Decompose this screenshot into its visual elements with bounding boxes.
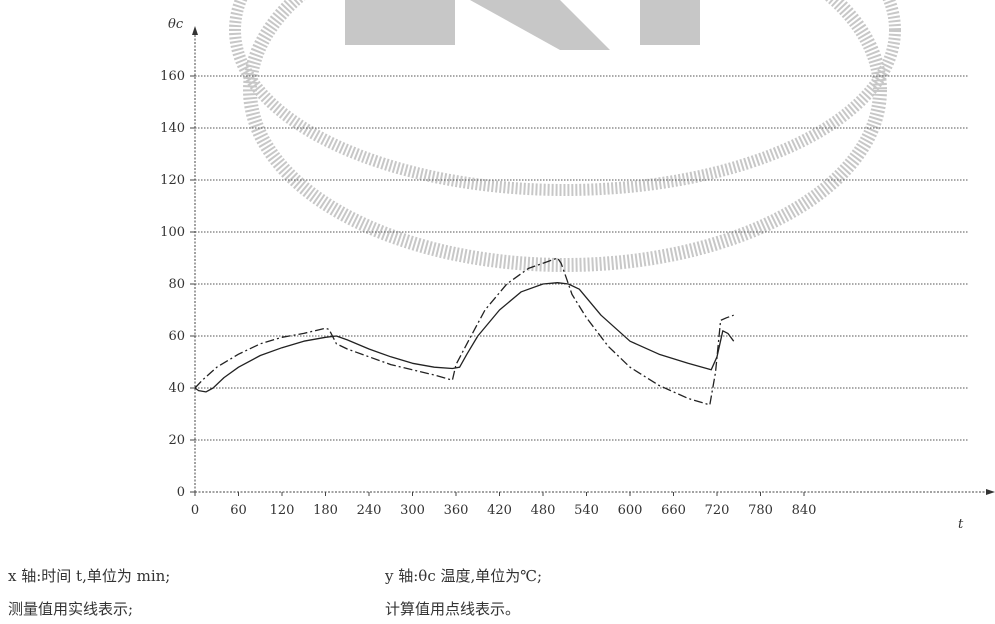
x-tick-label-240: 240 <box>357 503 382 518</box>
x-tick-label-300: 300 <box>400 503 425 518</box>
tick-labels: 0 20 40 60 80 100 120 140 160 0 60 120 180 240 300 360 4… <box>160 69 816 518</box>
x-tick-label-840: 840 <box>792 503 817 518</box>
x-tick-label-480: 480 <box>531 503 556 518</box>
y-tick-label-0: 0 <box>177 485 185 500</box>
caption-calculated: 计算值用点线表示。 <box>385 600 521 618</box>
y-tick-label-160: 160 <box>160 69 185 84</box>
x-tick-label-780: 780 <box>748 503 773 518</box>
caption-x-axis: x 轴:时间 t,单位为 min; <box>8 567 171 585</box>
x-tick-label-120: 120 <box>270 503 295 518</box>
y-axis-label: θc <box>168 17 184 32</box>
x-tick-label-360: 360 <box>444 503 469 518</box>
y-tick-label-140: 140 <box>160 121 185 136</box>
series-group <box>194 257 735 406</box>
series-line-calculated <box>194 257 734 406</box>
line-chart: 0 20 40 60 80 100 120 140 160 0 60 120 180 240 300 360 4… <box>160 0 995 532</box>
series-line-measured <box>194 282 735 393</box>
y-tick-label-20: 20 <box>168 433 185 448</box>
x-tick-label-60: 60 <box>230 503 247 518</box>
x-tick-label-540: 540 <box>574 503 599 518</box>
axes <box>192 26 995 495</box>
x-tick-label-180: 180 <box>313 503 338 518</box>
x-axis-label: t <box>958 517 964 532</box>
y-tick-label-100: 100 <box>160 225 185 240</box>
y-tick-label-120: 120 <box>160 173 185 188</box>
watermark-stamp <box>229 0 901 272</box>
caption-y-axis: y 轴:θc 温度,单位为℃; <box>385 567 543 585</box>
x-axis-arrow <box>986 489 995 495</box>
x-tick-label-720: 720 <box>705 503 730 518</box>
x-tick-label-420: 420 <box>487 503 512 518</box>
x-tick-label-600: 600 <box>618 503 643 518</box>
x-tick-label-660: 660 <box>661 503 686 518</box>
y-tick-label-60: 60 <box>168 329 185 344</box>
caption-measured: 测量值用实线表示; <box>8 600 134 618</box>
y-tick-label-80: 80 <box>168 277 185 292</box>
y-tick-label-40: 40 <box>168 381 185 396</box>
y-axis-arrow <box>192 26 198 35</box>
x-tick-label-0: 0 <box>191 503 199 518</box>
